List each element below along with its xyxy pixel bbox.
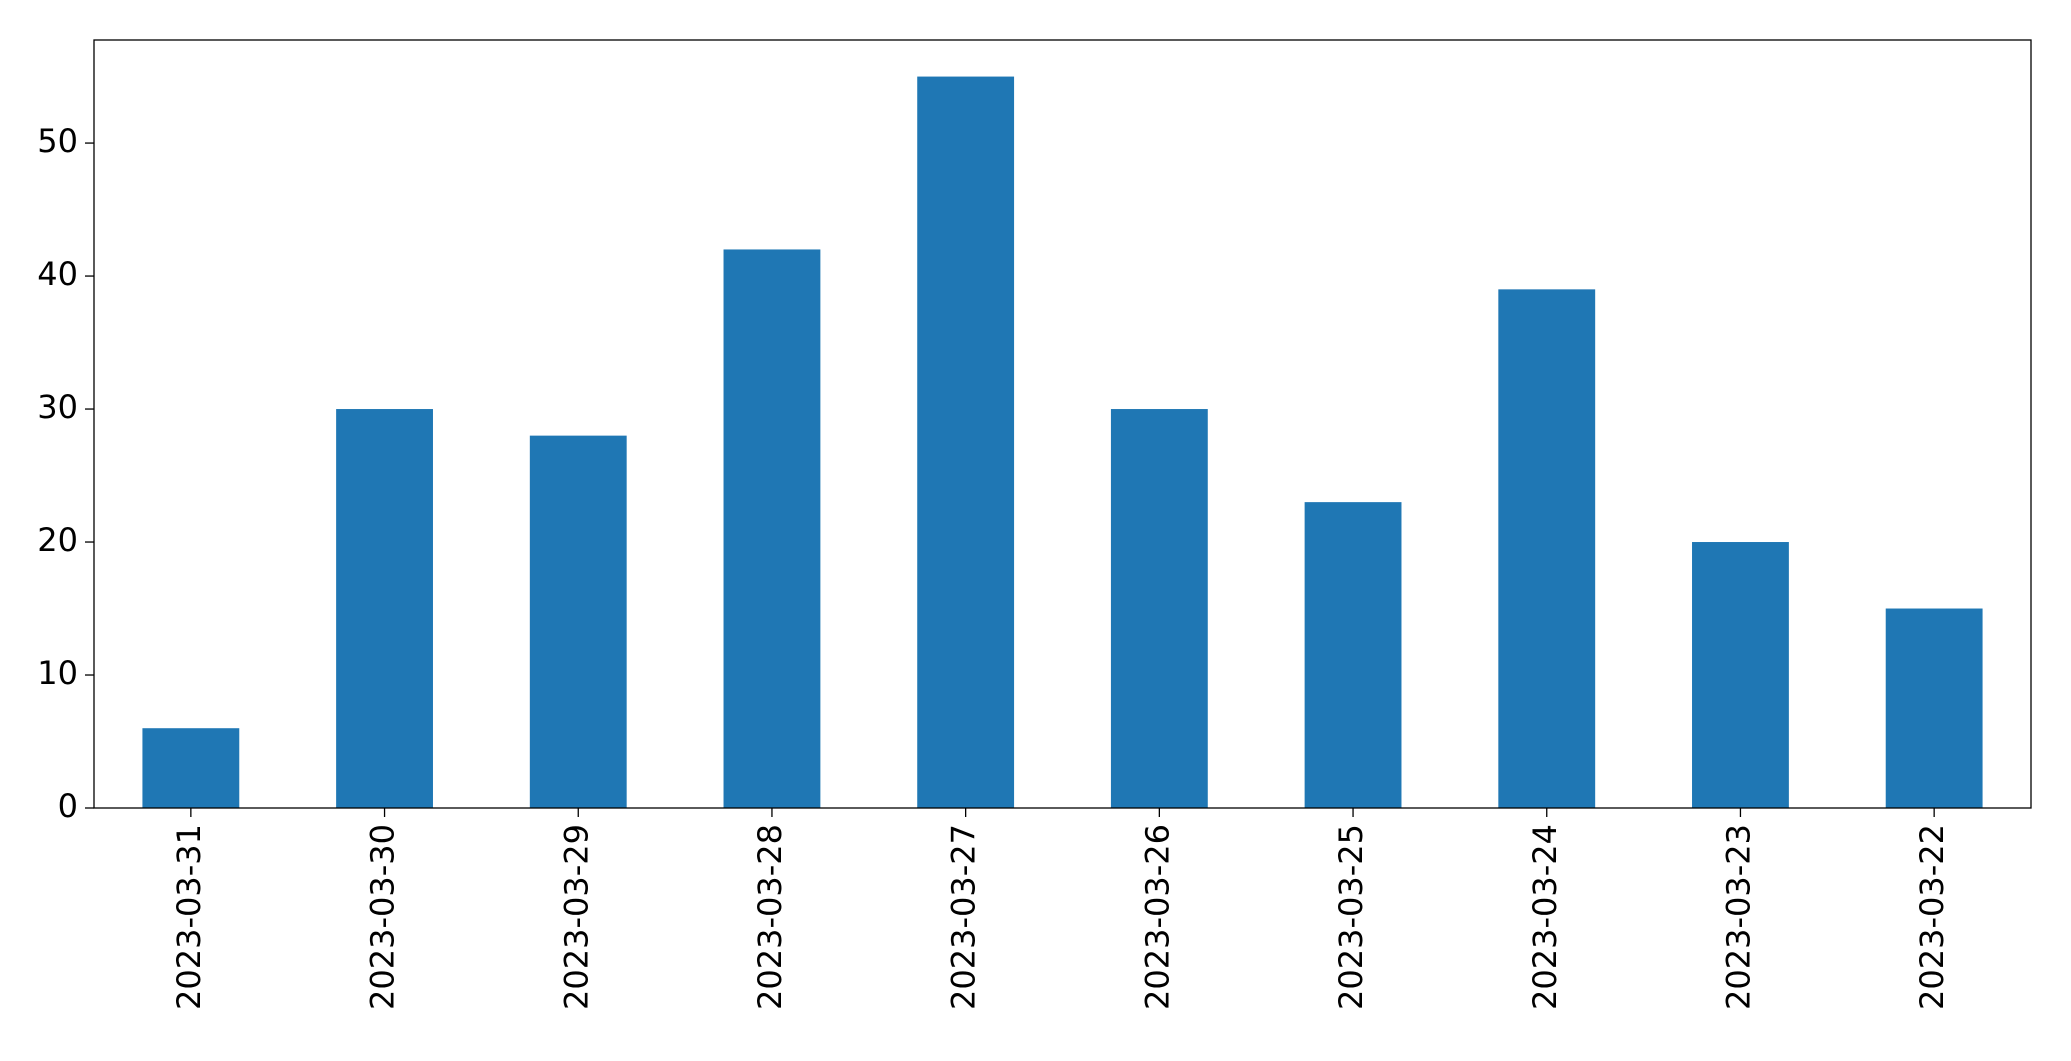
- y-tick-label: 40: [37, 255, 78, 293]
- x-tick-label: 2023-03-26: [1138, 824, 1176, 1010]
- plot-frame: [93, 39, 2032, 809]
- x-tick-label: 2023-03-28: [751, 824, 789, 1010]
- y-tick-label: 30: [37, 388, 78, 426]
- bar: [1304, 502, 1402, 808]
- bar: [917, 76, 1015, 809]
- bar: [1498, 289, 1596, 808]
- y-tick-label: 20: [37, 521, 78, 559]
- x-tick-label: 2023-03-29: [557, 824, 595, 1010]
- x-tick-label: 2023-03-23: [1719, 824, 1757, 1010]
- y-tick-label: 0: [58, 787, 78, 825]
- y-tick-label: 50: [37, 122, 78, 160]
- y-tick-label: 10: [37, 654, 78, 692]
- bar: [529, 435, 627, 808]
- x-tick-label: 2023-03-22: [1913, 824, 1951, 1010]
- x-tick-label: 2023-03-24: [1526, 824, 1564, 1010]
- bar: [336, 409, 433, 808]
- bar: [1110, 409, 1208, 808]
- x-tick-label: 2023-03-31: [170, 824, 208, 1010]
- bar: [723, 249, 821, 809]
- bar: [1885, 608, 1983, 808]
- bar: [142, 728, 240, 808]
- bar: [1692, 542, 1789, 808]
- x-tick-label: 2023-03-27: [945, 824, 983, 1010]
- x-tick-label: 2023-03-25: [1332, 824, 1370, 1010]
- x-tick-label: 2023-03-30: [364, 824, 402, 1010]
